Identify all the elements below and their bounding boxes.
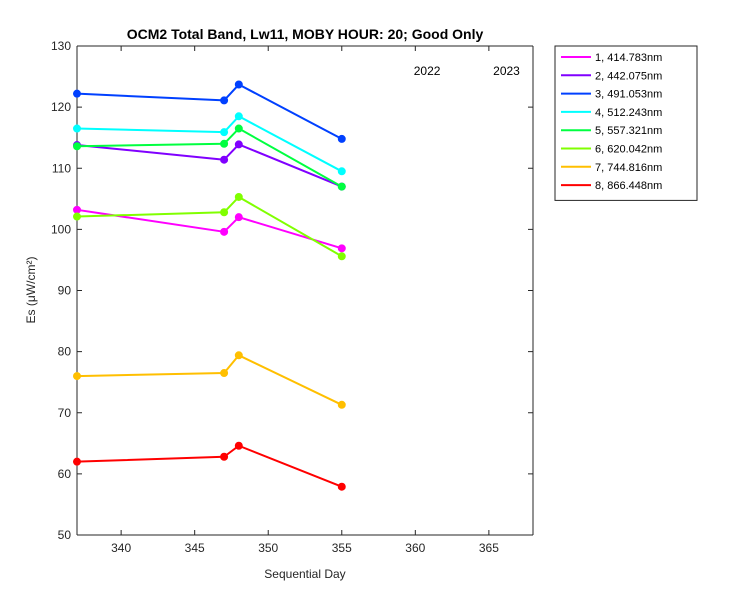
series-line: [76, 208, 343, 250]
data-point: [337, 400, 346, 409]
legend-entry: 7, 744.816nm: [561, 162, 662, 174]
data-point: [337, 134, 346, 143]
legend-entry: 2, 442.075nm: [561, 70, 662, 82]
legend-box: [554, 45, 698, 201]
series-3: [73, 80, 346, 143]
data-point: [73, 205, 81, 214]
data-point: [220, 369, 229, 378]
series-line: [76, 115, 343, 173]
legend-label: 6, 620.042nm: [595, 144, 662, 156]
legend: 1, 414.783nm 2, 442.075nm 3, 491.053nm 4, 5…: [554, 45, 698, 201]
data-point: [220, 208, 229, 217]
legend-label: 8, 866.448nm: [595, 180, 662, 192]
series-1: [73, 205, 346, 253]
y-tick-label: 130: [51, 39, 71, 53]
y-tick-label: 90: [58, 284, 72, 298]
data-point: [73, 372, 81, 381]
data-point: [337, 482, 346, 491]
data-point: [73, 142, 81, 151]
x-tick-label: 345: [185, 541, 205, 555]
data-point: [220, 227, 229, 236]
year-label: 2022: [414, 64, 441, 78]
data-point: [337, 167, 346, 176]
legend-label: 5, 557.321nm: [595, 125, 662, 137]
legend-label: 2, 442.075nm: [595, 70, 662, 82]
data-point: [234, 140, 243, 149]
y-tick-label: 120: [51, 100, 71, 114]
x-axis-title: Sequential Day: [264, 567, 345, 581]
y-tick-label: 80: [58, 345, 72, 359]
y-tick-label: 100: [51, 222, 71, 236]
plot-background: [77, 46, 533, 535]
data-point: [73, 89, 81, 98]
data-point: [73, 124, 81, 133]
x-tick-label: 365: [479, 541, 499, 555]
data-point: [220, 139, 229, 148]
year-label: 2023: [493, 64, 520, 78]
x-tick-label: 340: [111, 541, 131, 555]
series-4: [73, 112, 346, 176]
data-point: [234, 80, 243, 89]
legend-entry: 8, 866.448nm: [561, 180, 662, 192]
legend-label: 3, 491.053nm: [595, 89, 662, 101]
data-point: [337, 244, 346, 253]
legend-entry: 3, 491.053nm: [561, 89, 662, 101]
series-5: [73, 124, 346, 191]
chart-title: OCM2 Total Band, Lw11, MOBY HOUR: 20; Go…: [127, 26, 484, 42]
plot-area: 340 345 350 355 360 365 50 60 70 80 90 100 110 120 130…: [51, 39, 534, 555]
legend-label: 4, 512.243nm: [595, 107, 662, 119]
series-line: [76, 195, 343, 258]
data-point: [337, 182, 346, 191]
data-point: [220, 96, 229, 105]
x-tick-label: 350: [258, 541, 278, 555]
y-tick-label: 60: [58, 467, 72, 481]
x-tick-label: 360: [405, 541, 425, 555]
y-tick-label: 110: [52, 161, 71, 175]
data-point: [73, 212, 81, 221]
legend-entry: 6, 620.042nm: [561, 144, 662, 156]
legend-label: 1, 414.783nm: [595, 52, 662, 64]
series-line: [76, 143, 343, 188]
data-point: [220, 452, 229, 461]
legend-label: 7, 744.816nm: [595, 162, 662, 174]
data-point: [220, 128, 229, 137]
data-point: [234, 213, 243, 222]
data-point: [220, 155, 229, 164]
data-point: [234, 351, 243, 360]
year-labels: 2022 2023: [414, 64, 520, 78]
series-line: [76, 83, 343, 140]
series-line: [76, 354, 343, 406]
data-point: [234, 112, 243, 121]
data-point: [234, 192, 243, 201]
series-line: [76, 444, 343, 488]
series-8: [73, 441, 346, 491]
data-point: [337, 252, 346, 261]
data-point: [234, 441, 243, 450]
y-tick-label: 70: [58, 406, 72, 420]
y-axis-title: Es (μW/cm²): [24, 257, 38, 324]
data-point: [234, 124, 243, 133]
x-tick-label: 355: [332, 541, 352, 555]
legend-entry: 1, 414.783nm: [561, 52, 662, 64]
series-6: [73, 192, 346, 261]
data-point: [73, 457, 81, 466]
series-line: [76, 127, 343, 188]
legend-entry: 5, 557.321nm: [561, 125, 662, 137]
legend-entry: 4, 512.243nm: [561, 107, 662, 119]
axes: 340 345 350 355 360 365 50 60 70 80 90 100 110 120 130: [51, 39, 534, 555]
series-7: [73, 351, 346, 409]
y-tick-label: 50: [58, 528, 72, 542]
